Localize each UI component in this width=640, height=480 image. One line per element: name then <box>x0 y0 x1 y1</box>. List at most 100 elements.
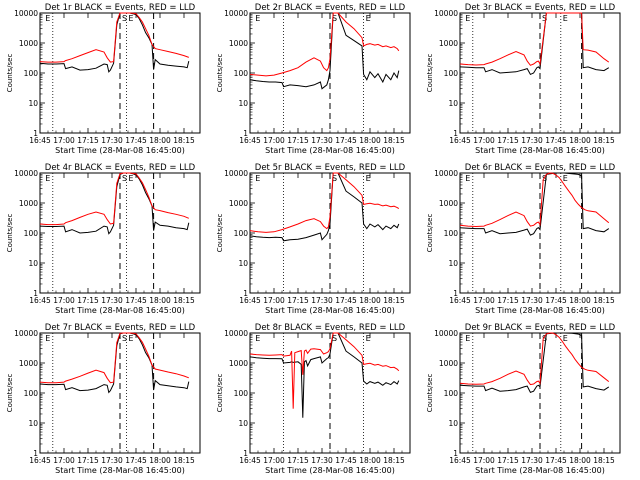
x-tick-label: 17:45 <box>335 296 357 305</box>
y-tick-label: 1 <box>33 129 38 138</box>
y-tick-label: 1000 <box>229 359 248 368</box>
x-tick-label: 16:45 <box>239 456 261 465</box>
y-tick-label: 1 <box>33 449 38 458</box>
x-tick-label: 17:15 <box>497 456 519 465</box>
y-tick-label: 1 <box>453 129 458 138</box>
y-tick-label: 1 <box>453 449 458 458</box>
series-line-events <box>459 12 610 76</box>
x-tick-label: 17:30 <box>521 456 543 465</box>
y-tick-label: 10 <box>28 419 38 428</box>
flag-marker: E <box>563 14 568 23</box>
y-tick-label: 10 <box>28 99 38 108</box>
y-tick-label: 10000 <box>224 9 248 18</box>
x-axis-label: Start Time (28-Mar-08 16:45:00) <box>475 306 605 315</box>
y-tick-label: 100 <box>234 389 249 398</box>
x-tick-label: 17:00 <box>263 136 285 145</box>
x-tick-label: 16:45 <box>239 136 261 145</box>
flag-marker: E <box>45 174 50 183</box>
flag-marker: S <box>542 334 547 343</box>
x-tick-label: 18:15 <box>383 136 405 145</box>
x-tick-label: 16:45 <box>29 456 51 465</box>
flag-marker: E <box>465 174 470 183</box>
x-tick-label: 17:00 <box>53 136 75 145</box>
series-line-lld <box>39 12 189 63</box>
flag-marker: E <box>128 334 133 343</box>
chart-title: Det 3r BLACK = Events, RED = LLD <box>465 3 616 13</box>
x-tick-label: 16:45 <box>239 296 261 305</box>
y-axis-label: Counts/sec <box>426 54 434 93</box>
series-line-events <box>459 332 610 394</box>
y-tick-label: 1 <box>243 289 248 298</box>
flag-marker: E <box>45 14 50 23</box>
y-tick-label: 10000 <box>434 169 458 178</box>
flag-marker: S <box>122 174 127 183</box>
x-tick-label: 17:45 <box>125 456 147 465</box>
chart-title: Det 7r BLACK = Events, RED = LLD <box>45 323 196 333</box>
x-tick-label: 18:00 <box>149 296 171 305</box>
x-tick-label: 18:00 <box>569 136 591 145</box>
flag-marker: E <box>563 334 568 343</box>
x-tick-label: 17:15 <box>287 456 309 465</box>
x-tick-label: 17:00 <box>53 296 75 305</box>
series-line-lld <box>459 172 610 228</box>
flag-marker: E <box>255 174 260 183</box>
chart-title: Det 8r BLACK = Events, RED = LLD <box>255 323 406 333</box>
flag-marker: S <box>332 174 337 183</box>
x-tick-label: 17:45 <box>545 136 567 145</box>
x-tick-label: 17:30 <box>101 456 123 465</box>
x-tick-label: 17:15 <box>77 296 99 305</box>
flag-marker: E <box>366 14 371 23</box>
y-tick-label: 100 <box>444 389 459 398</box>
x-tick-label: 18:00 <box>569 296 591 305</box>
x-tick-label: 18:15 <box>173 136 195 145</box>
flag-marker: E <box>45 334 50 343</box>
x-tick-label: 17:00 <box>473 296 495 305</box>
x-tick-label: 17:30 <box>521 136 543 145</box>
flag-marker: S <box>332 14 337 23</box>
x-tick-label: 18:15 <box>173 296 195 305</box>
x-tick-label: 17:15 <box>287 296 309 305</box>
series-line-lld <box>249 12 400 77</box>
y-tick-label: 1000 <box>439 359 458 368</box>
x-tick-label: 18:00 <box>149 456 171 465</box>
flag-marker: E <box>255 334 260 343</box>
x-axis-label: Start Time (28-Mar-08 16:45:00) <box>55 306 185 315</box>
x-tick-label: 17:15 <box>287 136 309 145</box>
y-tick-label: 10 <box>448 419 458 428</box>
y-axis-label: Counts/sec <box>6 214 14 253</box>
x-tick-label: 17:00 <box>473 136 495 145</box>
x-tick-label: 17:30 <box>311 456 333 465</box>
y-tick-label: 1 <box>243 129 248 138</box>
y-tick-label: 10000 <box>434 9 458 18</box>
y-tick-label: 1 <box>453 289 458 298</box>
chart-title: Det 5r BLACK = Events, RED = LLD <box>255 163 406 173</box>
y-tick-label: 10 <box>448 259 458 268</box>
x-axis-label: Start Time (28-Mar-08 16:45:00) <box>265 466 395 475</box>
y-tick-label: 1 <box>243 449 248 458</box>
y-axis-label: Counts/sec <box>216 374 224 413</box>
x-tick-label: 18:15 <box>593 136 615 145</box>
series-line-lld <box>249 332 400 409</box>
series-line-events <box>249 332 400 418</box>
series-line-events <box>39 332 190 394</box>
x-tick-label: 17:15 <box>497 136 519 145</box>
x-axis-label: Start Time (28-Mar-08 16:45:00) <box>55 146 185 155</box>
x-tick-label: 18:00 <box>359 296 381 305</box>
y-tick-label: 100 <box>444 229 459 238</box>
y-tick-label: 1000 <box>19 39 38 48</box>
x-tick-label: 17:30 <box>101 136 123 145</box>
y-tick-label: 1000 <box>229 39 248 48</box>
y-tick-label: 10 <box>238 259 248 268</box>
y-tick-label: 10 <box>238 419 248 428</box>
x-tick-label: 17:00 <box>473 456 495 465</box>
y-tick-label: 10000 <box>434 329 458 338</box>
x-tick-label: 17:45 <box>335 456 357 465</box>
flag-marker: E <box>128 14 133 23</box>
x-tick-label: 17:00 <box>53 456 75 465</box>
flag-marker: E <box>465 334 470 343</box>
y-tick-label: 10000 <box>14 9 38 18</box>
x-tick-label: 16:45 <box>449 136 471 145</box>
